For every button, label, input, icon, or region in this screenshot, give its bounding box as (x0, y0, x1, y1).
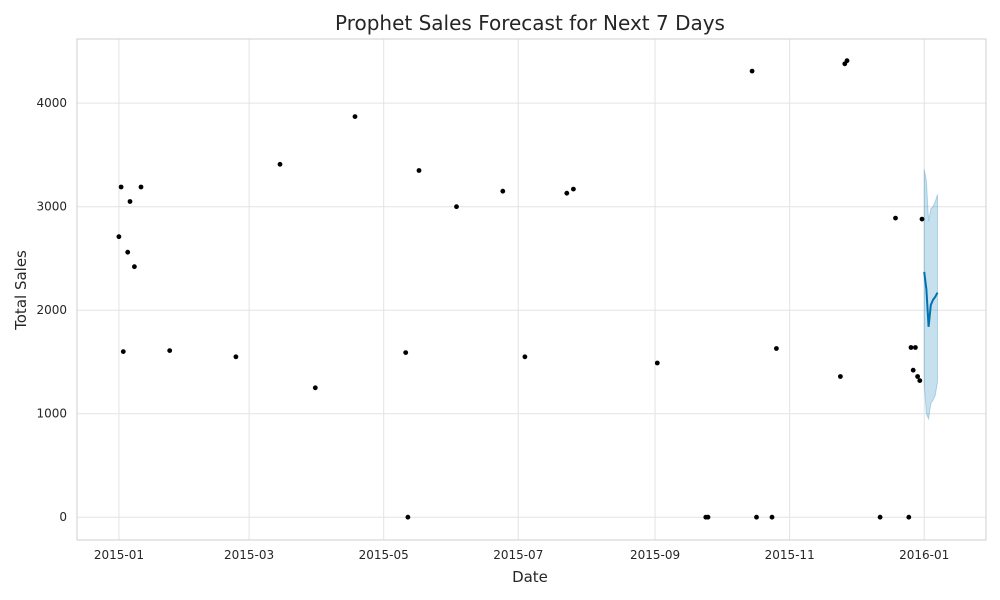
observed-point (405, 514, 411, 520)
observed-point (774, 346, 779, 351)
observed-point (277, 161, 283, 167)
x-axis-label: Date (512, 568, 548, 586)
observed-points-layer (116, 58, 925, 520)
y-axis-label: Total Sales (12, 250, 30, 331)
observed-point (906, 514, 912, 520)
observed-point (127, 199, 133, 204)
observed-point (838, 374, 843, 379)
observed-point (705, 514, 711, 520)
observed-point (571, 186, 576, 192)
y-tick-label: 4000 (36, 96, 67, 110)
x-tick-label: 2015-05 (359, 548, 409, 562)
observed-point (919, 216, 925, 222)
grid-layer (77, 39, 986, 540)
observed-point (893, 215, 898, 221)
observed-point (522, 354, 528, 360)
observed-point (352, 114, 358, 119)
observed-point (120, 349, 126, 354)
observed-point (118, 184, 124, 190)
x-tick-label: 2015-11 (765, 548, 815, 562)
observed-point (132, 264, 137, 270)
observed-point (416, 168, 422, 173)
observed-point (167, 348, 173, 353)
x-tick-label: 2016-01 (899, 548, 949, 562)
observed-point (908, 345, 914, 350)
observed-point (500, 188, 506, 194)
tick-labels-layer: 2015-01 2015-03 2015-05 2015-07 2015-09 2015-… (36, 96, 949, 562)
observed-point (125, 249, 131, 255)
observed-point (917, 378, 923, 383)
observed-point (454, 204, 459, 210)
observed-point (877, 514, 883, 520)
y-tick-label: 0 (59, 510, 67, 524)
y-tick-label: 2000 (36, 303, 67, 317)
observed-point (754, 514, 759, 520)
observed-point (913, 345, 918, 350)
observed-point (138, 184, 144, 190)
x-tick-label: 2015-01 (94, 548, 144, 562)
x-tick-label: 2015-03 (224, 548, 274, 562)
observed-point (116, 234, 122, 240)
y-tick-label: 3000 (36, 200, 67, 214)
observed-point (233, 354, 239, 360)
observed-point (654, 360, 660, 366)
observed-point (312, 385, 318, 391)
observed-point (403, 350, 409, 355)
uncertainty-band (923, 169, 938, 421)
plot-frame (76, 38, 987, 541)
observed-point (769, 514, 775, 520)
y-tick-label: 1000 (36, 407, 67, 421)
x-tick-label: 2015-07 (493, 548, 543, 562)
observed-point (844, 58, 850, 64)
forecast-line-layer (923, 271, 939, 327)
x-tick-label: 2015-09 (630, 548, 680, 562)
observed-point (910, 367, 916, 373)
observed-point (564, 190, 570, 196)
uncertainty-interval-layer (923, 169, 938, 421)
chart-title: Prophet Sales Forecast for Next 7 Days (335, 11, 725, 35)
forecast-line (923, 271, 939, 327)
observed-point (915, 374, 920, 379)
observed-point (749, 68, 755, 74)
